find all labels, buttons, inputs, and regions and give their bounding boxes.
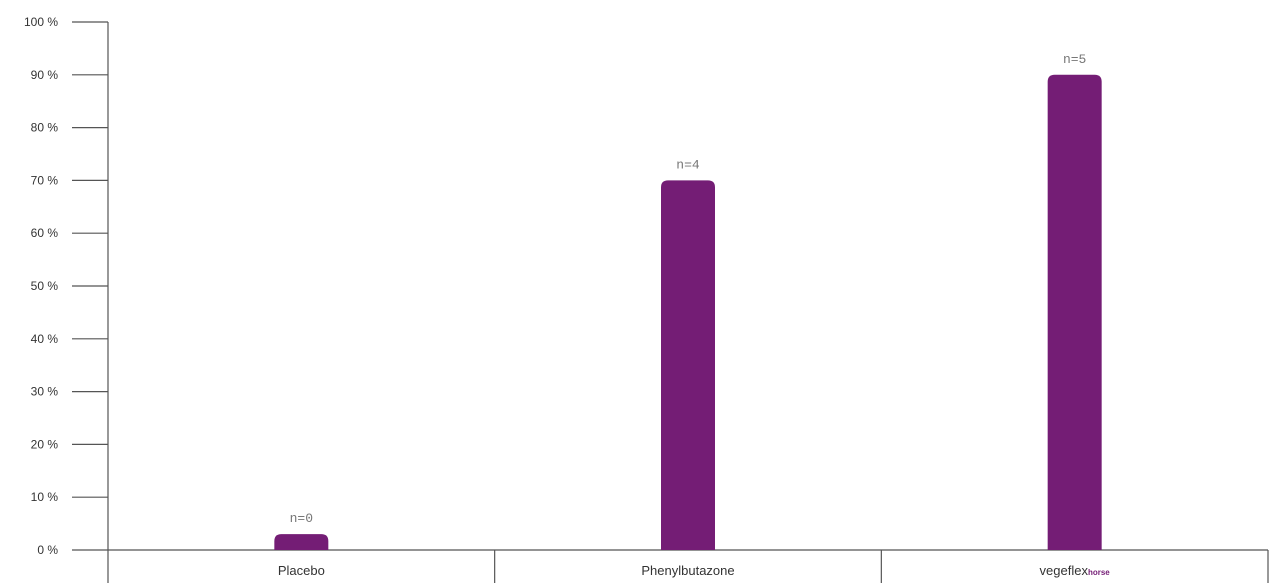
data-label: n=5 — [1063, 52, 1086, 67]
bar — [274, 534, 329, 550]
x-axis: Placebo Phenylbutazone vegeflexhorse — [108, 549, 1269, 583]
data-label: n=4 — [676, 157, 700, 172]
y-tick-label: 70 % — [31, 173, 59, 187]
y-tick-label: 60 % — [31, 226, 59, 240]
y-tick-label: 0 % — [37, 543, 58, 557]
y-tick-label: 10 % — [31, 490, 59, 504]
y-tick-label: 90 % — [31, 68, 59, 82]
y-tick-label: 50 % — [31, 279, 59, 293]
bar — [1047, 74, 1102, 551]
y-tick-label: 30 % — [31, 385, 59, 399]
y-tick-label: 40 % — [31, 332, 59, 346]
data-labels: n=0 n=4 n=5 — [290, 52, 1087, 526]
y-tick-label: 80 % — [31, 121, 59, 135]
x-tick-label: vegeflexhorse — [1040, 563, 1111, 578]
x-tick-label: Phenylbutazone — [641, 563, 734, 578]
y-tick-label: 100 % — [24, 15, 58, 29]
bars — [274, 74, 1102, 551]
y-tick-label: 20 % — [31, 437, 59, 451]
x-tick-label: Placebo — [278, 563, 325, 578]
y-axis: 0 % 10 % 20 % 30 % 40 % 50 % 60 % 70 % 80 % 90 % 1… — [24, 15, 109, 583]
bar — [661, 180, 715, 550]
x-tick-label-suffix: horse — [1088, 568, 1110, 577]
data-label: n=0 — [290, 511, 313, 526]
